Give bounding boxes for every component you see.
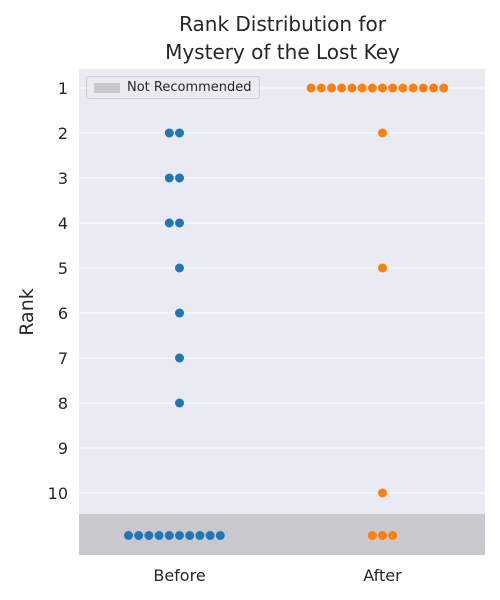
- dot-after-1: [327, 83, 336, 93]
- y-tick-label: 6: [58, 304, 68, 323]
- dot-before-not-recommended: [175, 531, 184, 540]
- dot-after-1: [337, 83, 347, 93]
- dot-before-3: [175, 173, 184, 183]
- dot-before-not-recommended: [124, 531, 133, 540]
- dot-before-not-recommended: [205, 531, 215, 540]
- y-axis-label: Rank: [16, 288, 38, 335]
- legend-label-not-recommended: Not Recommended: [127, 80, 252, 95]
- dot-before-2: [164, 128, 174, 138]
- dot-after-1: [398, 83, 408, 93]
- dot-after-not-recommended: [367, 531, 377, 540]
- y-tick-label: 5: [58, 259, 68, 278]
- dot-after-1: [408, 83, 418, 93]
- dot-before-4: [164, 218, 174, 228]
- dot-after-2: [378, 128, 387, 138]
- legend-swatch-not-recommended: [94, 82, 120, 93]
- chart-title-line-1: Rank Distribution for: [179, 12, 386, 36]
- dot-before-2: [175, 128, 184, 138]
- chart-title-line-2: Mystery of the Lost Key: [165, 40, 400, 64]
- dot-before-3: [164, 173, 174, 183]
- dot-after-1: [306, 83, 316, 93]
- dot-before-not-recommended: [185, 531, 195, 540]
- dot-before-8: [175, 398, 184, 408]
- dot-before-not-recommended: [144, 531, 154, 540]
- dot-after-1: [316, 83, 326, 93]
- y-tick-label: 4: [58, 214, 68, 233]
- plot-background: [79, 69, 485, 555]
- dot-after-1: [418, 83, 428, 93]
- y-tick-label: 1: [58, 79, 68, 98]
- dot-before-not-recommended: [134, 531, 144, 540]
- dot-after-1: [388, 83, 398, 93]
- y-tick-label: 10: [48, 484, 68, 503]
- dot-before-7: [175, 353, 184, 363]
- dot-after-5: [378, 263, 387, 273]
- dot-after-not-recommended: [378, 531, 387, 540]
- y-tick-label: 7: [58, 349, 68, 368]
- dot-before-not-recommended: [195, 531, 205, 540]
- dot-after-1: [357, 83, 367, 93]
- dot-after-1: [347, 83, 357, 93]
- dot-after-1: [378, 83, 387, 93]
- y-tick-label: 2: [58, 124, 68, 143]
- dot-before-not-recommended: [215, 531, 225, 540]
- dot-before-4: [175, 218, 184, 228]
- dot-before-not-recommended: [154, 531, 164, 540]
- dot-after-1: [429, 83, 438, 93]
- dot-before-5: [175, 263, 184, 273]
- dot-after-1: [367, 83, 377, 93]
- x-tick-label: After: [363, 566, 402, 585]
- y-tick-label: 9: [58, 439, 68, 458]
- dot-before-not-recommended: [164, 531, 174, 540]
- dot-before-6: [175, 308, 184, 318]
- chart-legend: Not Recommended: [86, 76, 260, 99]
- x-tick-label: Before: [153, 566, 205, 585]
- y-tick-label: 8: [58, 394, 68, 413]
- y-tick-label: 3: [58, 169, 68, 188]
- dot-after-1: [439, 83, 449, 93]
- dot-after-10: [378, 488, 387, 498]
- dot-after-not-recommended: [388, 531, 398, 540]
